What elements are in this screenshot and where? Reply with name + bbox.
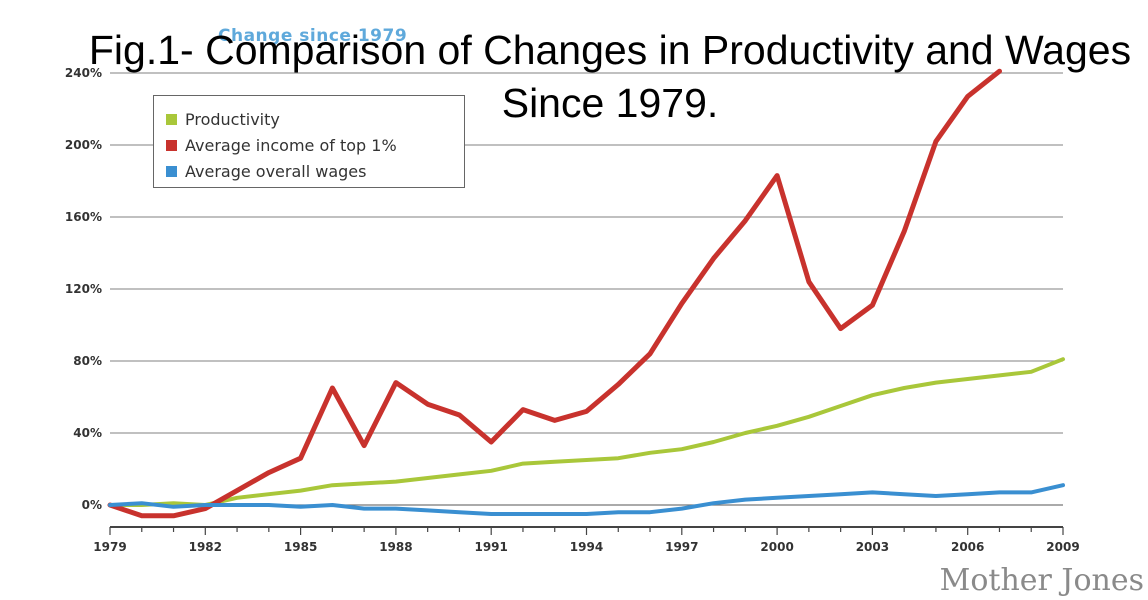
legend-item-wages: Average overall wages (166, 158, 464, 184)
series-line-average-income-of-top-1 (107, 68, 1002, 519)
chart-title: Change since 1979 (218, 26, 408, 46)
legend-label-wages: Average overall wages (185, 161, 367, 181)
x-tick-label: 1988 (379, 540, 412, 554)
legend-item-productivity: Productivity (166, 106, 464, 132)
series-line-productivity (108, 357, 1065, 507)
y-tick-label: 160% (65, 210, 102, 224)
x-tick-label: 1991 (474, 540, 507, 554)
series-lines (107, 68, 1065, 519)
y-tick-label: 120% (65, 282, 102, 296)
y-tick-label: 0% (82, 498, 102, 512)
legend-label-top1: Average income of top 1% (185, 135, 397, 155)
x-tick-label: 2006 (951, 540, 984, 554)
y-tick-label: 240% (65, 66, 102, 80)
x-tick-label: 1994 (570, 540, 603, 554)
y-tick-label: 80% (73, 354, 102, 368)
axes: 0% 40% 80% 120% 160% 200% 240% 1979 1982 1985 1988… (65, 66, 1080, 554)
x-tick-label: 1985 (284, 540, 317, 554)
x-tick-label: 1982 (189, 540, 222, 554)
legend-label-productivity: Productivity (185, 109, 280, 129)
legend-swatch-top1 (166, 139, 177, 151)
x-tick-label: 2009 (1046, 540, 1079, 554)
x-tick-label: 2003 (856, 540, 889, 554)
legend-item-top1: Average income of top 1% (166, 132, 464, 158)
legend-swatch-wages (166, 165, 177, 177)
legend: Productivity Average income of top 1% Av… (153, 95, 465, 188)
y-tick-label: 40% (73, 426, 102, 440)
series-line-average-overall-wages (108, 483, 1065, 516)
x-tick-label: 2000 (760, 540, 793, 554)
figure-title: Fig.1- Comparison of Changes in Producti… (88, 27, 1132, 126)
legend-swatch-productivity (166, 113, 177, 125)
x-tick-label: 1997 (665, 540, 698, 554)
x-tick-label: 1979 (93, 540, 126, 554)
credit-logo: Mother Jones (939, 563, 1144, 598)
y-tick-label: 200% (65, 138, 102, 152)
